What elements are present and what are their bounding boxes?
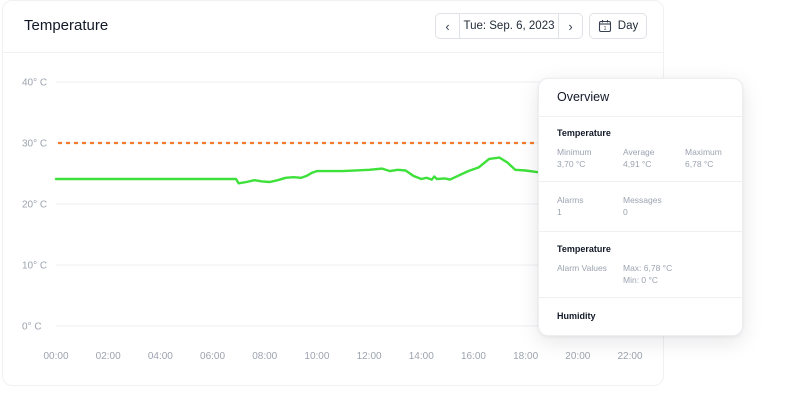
alarms-value: 1 xyxy=(557,207,562,217)
alarm-min-value: Min: 0 °C xyxy=(623,275,659,285)
maximum-label: Maximum xyxy=(685,147,722,157)
x-tick-label: 22:00 xyxy=(617,351,642,362)
x-tick-label: 06:00 xyxy=(200,351,225,362)
x-tick-label: 10:00 xyxy=(304,351,329,362)
date-navigator: ‹ Tue: Sep. 6, 2023 › xyxy=(435,13,583,39)
minimum-label: Minimum xyxy=(557,147,592,157)
alarm-max-value: Max: 6,78 °C xyxy=(623,263,673,273)
y-tick-label: 0° C xyxy=(22,322,42,333)
x-tick-label: 04:00 xyxy=(148,351,173,362)
previous-day-button[interactable]: ‹ xyxy=(436,14,460,38)
page-title: Temperature xyxy=(24,17,109,34)
alarms-label: Alarms xyxy=(557,195,584,205)
y-tick-label: 20° C xyxy=(22,200,47,211)
chevron-left-icon: ‹ xyxy=(445,18,450,34)
selected-date[interactable]: Tue: Sep. 6, 2023 xyxy=(463,20,555,32)
svg-text:1: 1 xyxy=(603,26,606,32)
y-tick-label: 10° C xyxy=(22,261,47,272)
range-label: Day xyxy=(617,20,639,32)
temperature-heading: Temperature xyxy=(557,128,611,138)
divider xyxy=(539,231,742,232)
x-tick-label: 08:00 xyxy=(252,351,277,362)
messages-label: Messages xyxy=(623,195,662,205)
average-label: Average xyxy=(623,147,655,157)
range-selector-button[interactable]: 1 Day xyxy=(589,13,647,39)
divider xyxy=(539,116,742,117)
calendar-icon: 1 xyxy=(598,20,611,33)
y-tick-label: 30° C xyxy=(22,139,47,150)
x-tick-label: 14:00 xyxy=(409,351,434,362)
overview-title: Overview xyxy=(557,90,610,104)
divider xyxy=(539,297,742,298)
humidity-heading: Humidity xyxy=(557,311,596,321)
series-temperature-line[interactable] xyxy=(54,156,540,185)
maximum-value: 6,78 °C xyxy=(685,159,714,169)
x-axis: 00:00 02:00 04:00 06:00 08:00 10:00 12:00 14:00… xyxy=(43,351,642,362)
y-tick-label: 40° C xyxy=(22,78,47,89)
x-tick-label: 20:00 xyxy=(565,351,590,362)
x-tick-label: 12:00 xyxy=(357,351,382,362)
temperature-alarm-heading: Temperature xyxy=(557,244,611,254)
alarm-values-label: Alarm Values xyxy=(557,263,607,273)
minimum-value: 3,70 °C xyxy=(557,159,586,169)
x-tick-label: 16:00 xyxy=(461,351,486,362)
average-value: 4,91 °C xyxy=(623,159,652,169)
x-tick-label: 02:00 xyxy=(96,351,121,362)
messages-value: 0 xyxy=(623,207,628,217)
next-day-button[interactable]: › xyxy=(558,14,582,38)
chevron-right-icon: › xyxy=(568,18,573,34)
x-tick-label: 18:00 xyxy=(513,351,538,362)
x-tick-label: 00:00 xyxy=(43,351,68,362)
y-axis: 40° C 30° C 20° C 10° C 0° C xyxy=(22,78,47,333)
divider xyxy=(539,181,742,182)
card-header: Temperature ‹ Tue: Sep. 6, 2023 › 1 Day xyxy=(3,1,663,53)
overview-panel: Overview Temperature Minimum 3,70 °C Ave… xyxy=(538,78,743,336)
